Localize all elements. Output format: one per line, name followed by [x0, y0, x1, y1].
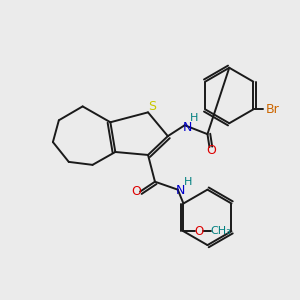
Text: Br: Br — [266, 103, 280, 116]
Text: CH₃: CH₃ — [211, 226, 232, 236]
Text: H: H — [189, 113, 198, 123]
Text: O: O — [195, 225, 204, 238]
Text: O: O — [131, 185, 141, 198]
Text: N: N — [183, 121, 192, 134]
Text: N: N — [176, 184, 185, 197]
Text: S: S — [148, 100, 156, 113]
Text: O: O — [206, 145, 216, 158]
Text: H: H — [184, 177, 192, 187]
